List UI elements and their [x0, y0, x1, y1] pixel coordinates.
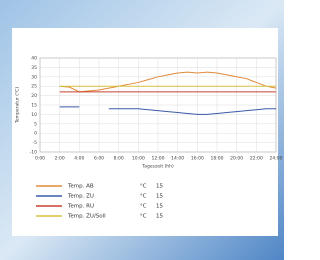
legend-reading: 15 — [156, 214, 163, 220]
y-tick-label: -5 — [33, 140, 38, 146]
x-tick-label: 14:00 — [171, 156, 184, 162]
legend-reading: 15 — [156, 204, 163, 210]
legend-reading: 15 — [156, 184, 163, 190]
page: {"chart_data": { "type": "line", "y_labe… — [0, 0, 284, 260]
screenshot: Temperatur (°C) Tageszeit (hh) Temp. AB °… — [0, 0, 284, 260]
y-tick-label: 20 — [31, 93, 37, 99]
legend-label: Temp. ZU — [67, 194, 94, 200]
y-tick-label: 25 — [31, 84, 37, 90]
x-tick-label: 0:00 — [35, 156, 45, 162]
x-tick-label: 10:00 — [132, 156, 145, 162]
legend-label: Temp. ZU/Soll — [67, 214, 106, 220]
x-tick-label: 2:00 — [55, 156, 65, 162]
legend-reading: 15 — [156, 194, 163, 200]
x-tick-label: 20:00 — [230, 156, 243, 162]
legend-unit: °C — [140, 214, 147, 220]
legend-unit: °C — [140, 184, 147, 190]
x-tick-label: 4:00 — [74, 156, 84, 162]
y-axis-title: Temperatur (°C) — [15, 87, 21, 124]
y-tick-label: 0 — [34, 131, 37, 137]
legend-unit: °C — [140, 194, 147, 200]
legend-label: Temp. AB — [67, 184, 94, 190]
x-tick-label: 8:00 — [114, 156, 124, 162]
y-tick-label: 30 — [31, 74, 37, 80]
x-tick-label: 22:00 — [250, 156, 263, 162]
y-tick-label: 40 — [31, 56, 37, 62]
y-tick-label: 5 — [34, 121, 37, 127]
y-tick-label: 35 — [31, 65, 37, 71]
legend-label: Temp. RU — [67, 204, 94, 210]
legend-unit: °C — [140, 204, 147, 210]
x-tick-label: 16:00 — [191, 156, 204, 162]
x-tick-label: 24:00 — [270, 156, 283, 162]
x-axis-title: Tageszeit (hh) — [141, 164, 174, 170]
y-tick-label: -10 — [30, 150, 37, 156]
y-tick-label: 10 — [31, 112, 37, 118]
y-tick-label: 15 — [31, 103, 37, 109]
x-tick-label: 6:00 — [94, 156, 104, 162]
x-tick-label: 12:00 — [152, 156, 165, 162]
x-tick-label: 18:00 — [211, 156, 224, 162]
